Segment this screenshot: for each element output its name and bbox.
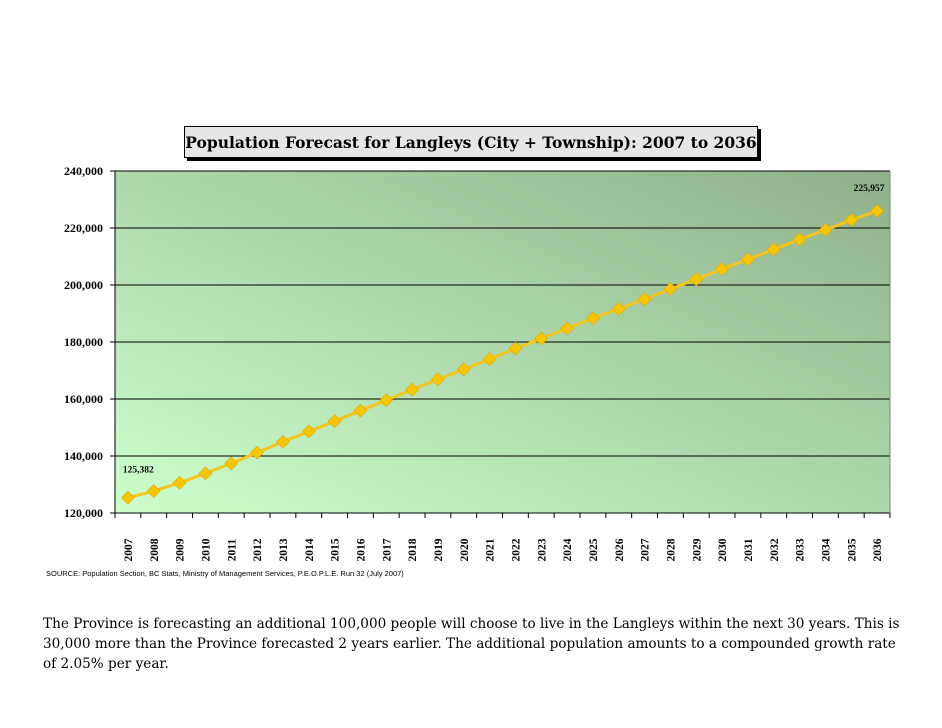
data-point-marker — [715, 262, 730, 276]
y-tick-label: 220,000 — [64, 221, 103, 235]
data-point-marker — [198, 466, 213, 481]
x-tick-label: 2016 — [355, 538, 367, 561]
x-tick-label: 2017 — [381, 538, 393, 561]
data-label: 125,382 — [123, 466, 154, 476]
data-point-marker — [689, 272, 704, 287]
y-axis-ticks: 120,000 140,000 160,000 180,000 200,000 220,0… — [64, 164, 115, 520]
data-point-marker — [146, 484, 161, 498]
data-point-marker — [250, 445, 265, 460]
x-tick-label: 2007 — [123, 538, 135, 561]
x-tick-label: 2008 — [149, 538, 161, 561]
y-tick-label: 180,000 — [64, 335, 103, 349]
x-tick-label: 2011 — [226, 539, 238, 562]
x-tick-label: 2029 — [691, 538, 703, 561]
data-point-marker — [430, 372, 445, 387]
data-point-marker — [766, 242, 781, 257]
x-tick-label: 2020 — [459, 538, 471, 561]
y-tick-label: 160,000 — [64, 392, 103, 406]
x-tick-label: 2018 — [407, 538, 419, 561]
data-point-marker — [508, 341, 523, 356]
data-point-marker — [120, 490, 135, 505]
data-point-marker — [534, 331, 549, 346]
x-tick-label: 2021 — [485, 538, 497, 561]
data-point-marker — [637, 292, 652, 307]
data-point-marker — [870, 204, 885, 218]
x-tick-label: 2026 — [614, 538, 626, 561]
x-tick-label: 2028 — [665, 538, 677, 561]
x-tick-label: 2032 — [769, 538, 781, 561]
y-tick-label: 240,000 — [64, 164, 103, 178]
x-tick-label: 2019 — [433, 538, 445, 561]
data-point-marker — [275, 434, 290, 449]
data-point-marker — [327, 414, 342, 429]
x-tick-label: 2030 — [717, 538, 729, 561]
x-tick-label: 2036 — [872, 538, 884, 561]
x-tick-label: 2013 — [278, 538, 290, 561]
y-tick-label: 120,000 — [64, 506, 103, 520]
data-point-marker — [740, 252, 755, 267]
data-point-marker — [844, 213, 859, 227]
x-tick-label: 2023 — [536, 538, 548, 561]
x-tick-label: 2012 — [252, 538, 264, 561]
data-point-marker — [456, 362, 471, 377]
series-line — [120, 204, 885, 505]
x-tick-label: 2034 — [820, 538, 832, 561]
x-tick-label: 2025 — [588, 538, 600, 561]
data-labels: 125,382 225,957 — [123, 184, 885, 476]
data-point-marker — [224, 456, 239, 471]
data-label: 225,957 — [854, 184, 885, 194]
forecast-commentary: The Province is forecasting an additiona… — [43, 616, 900, 672]
x-tick-label: 2009 — [175, 538, 187, 561]
chart-title: Population Forecast for Langleys (City +… — [184, 126, 758, 158]
x-tick-label: 2027 — [640, 538, 652, 561]
x-axis-ticks: 2007 2008 2009 2010 2011 2012 2013 2014 2015 2016… — [114, 513, 891, 562]
x-tick-label: 2014 — [304, 538, 316, 561]
data-point-marker — [560, 321, 575, 336]
data-point-marker — [482, 352, 497, 367]
x-tick-label: 2033 — [795, 538, 807, 561]
x-tick-label: 2024 — [562, 538, 574, 561]
data-point-marker — [818, 223, 833, 237]
data-point-marker — [353, 403, 368, 418]
x-tick-label: 2035 — [846, 538, 858, 561]
data-point-marker — [172, 475, 187, 490]
data-point-marker — [611, 302, 626, 316]
x-tick-label: 2022 — [510, 538, 522, 561]
data-point-marker — [379, 393, 394, 408]
data-point-marker — [663, 282, 678, 296]
data-point-marker — [405, 382, 420, 397]
data-point-marker — [301, 424, 316, 439]
y-tick-label: 140,000 — [64, 449, 103, 463]
source-note: SOURCE: Population Section, BC Stats, Mi… — [46, 569, 404, 578]
data-point-marker — [585, 311, 600, 326]
x-tick-label: 2015 — [330, 538, 342, 561]
gridlines — [115, 170, 890, 457]
data-point-marker — [792, 232, 807, 247]
x-tick-label: 2031 — [743, 538, 755, 561]
x-tick-label: 2010 — [200, 538, 212, 561]
y-tick-label: 200,000 — [64, 278, 103, 292]
